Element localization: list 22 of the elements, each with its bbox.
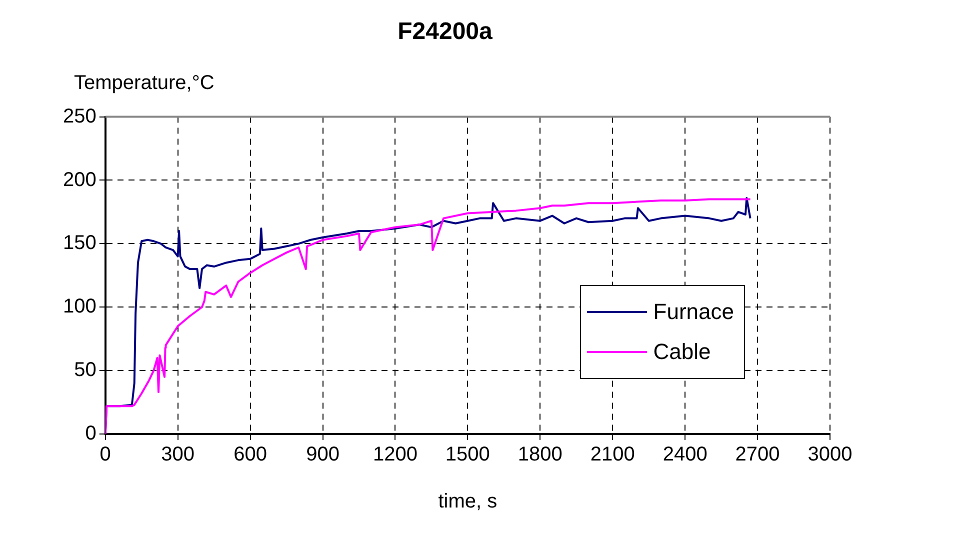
x-tick-label: 1800 [518,444,562,466]
x-tick-label: 3000 [808,444,852,466]
legend-label: Furnace [653,298,734,326]
chart-title: F24200a [398,18,494,46]
y-tick-label: 250 [62,105,96,128]
x-tick-label: 2100 [590,444,635,466]
x-tick-label: 0 [100,444,111,466]
y-tick-label: 50 [74,359,96,382]
y-tick-label: 100 [62,296,96,318]
x-tick-label: 300 [161,444,195,466]
x-tick-label: 600 [234,444,267,466]
x-axis-title: time, s [438,490,498,513]
y-tick-label: 0 [85,422,96,445]
y-tick-label: 150 [62,232,96,254]
y-axis-title: Temperature,°C [74,72,214,95]
legend-label: Cable [653,338,711,366]
x-tick-label: 900 [306,444,340,466]
x-tick-label: 1500 [445,444,490,466]
x-tick-label: 2700 [735,444,780,466]
x-tick-label: 1200 [372,444,418,466]
x-tick-label: 2400 [662,444,708,466]
y-tick-label: 200 [62,168,96,191]
